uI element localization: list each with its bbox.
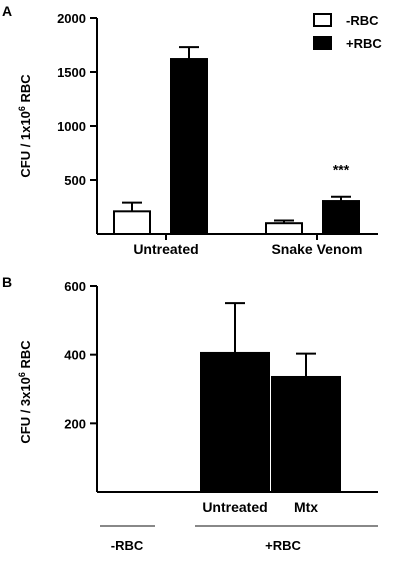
y-tick-label-a-1500: 1500 [57,65,86,80]
bar-a-untreated-rbc [170,58,208,236]
panel-a-y-axis-label: CFU / 1x106 RBC [17,74,33,178]
bar-a-snake-venom-rbc [265,222,303,235]
y-tick-label-b-200: 200 [64,416,86,431]
legend-swatch-minus-rbc [313,13,332,27]
significance-marker: *** [333,162,350,178]
bar-a-untreated-rbc [113,210,151,236]
x-label-b-untreated: Untreated [202,499,267,515]
panel-a-plot: 500 1000 1500 2000 Untreated Snake Venom *** [57,11,378,257]
y-tick-label-a-1000: 1000 [57,119,86,134]
rbc-brackets: -RBC +RBC [100,525,378,553]
bar-b-untreated [200,351,270,494]
plus-rbc-bracket-label: +RBC [265,538,301,553]
panel-b-y-axis-label: CFU / 3x106 RBC [17,340,33,444]
legend-label-plus-rbc: +RBC [346,36,382,51]
x-label-b-mtx: Mtx [294,499,318,515]
panel-a-legend: -RBC +RBC [313,13,382,51]
bar-b-mtx [271,375,341,494]
x-label-a-snake-venom: Snake Venom [271,241,362,257]
legend-label-minus-rbc: -RBC [346,13,379,28]
panel-a-letter: A [2,3,12,19]
y-tick-label-a-2000: 2000 [57,11,86,26]
x-label-a-untreated: Untreated [133,241,198,257]
y-tick-label-b-400: 400 [64,348,86,363]
panel-b-plot: 200 400 600 Untreated Mtx [64,279,378,515]
panel-b-letter: B [2,274,12,290]
y-tick-label-b-600: 600 [64,279,86,294]
minus-rbc-bracket-label: -RBC [111,538,144,553]
panel-a: A CFU / 1x106 RBC -RBC +RBC 500 1000 1500 2… [2,3,382,257]
bar-a-snake-venom-rbc [322,200,360,235]
legend-swatch-plus-rbc [313,36,332,50]
y-tick-label-a-500: 500 [64,173,86,188]
